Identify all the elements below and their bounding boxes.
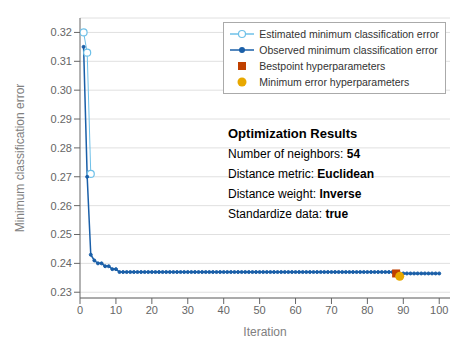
svg-text:50: 50 (253, 304, 265, 316)
svg-text:70: 70 (325, 304, 337, 316)
svg-text:10: 10 (110, 304, 122, 316)
svg-text:0.27: 0.27 (51, 171, 72, 183)
svg-text:0.28: 0.28 (51, 142, 72, 154)
svg-text:0.25: 0.25 (51, 228, 72, 240)
svg-text:0.24: 0.24 (51, 257, 72, 269)
svg-text:30: 30 (182, 304, 194, 316)
svg-text:0: 0 (77, 304, 83, 316)
svg-text:0.29: 0.29 (51, 113, 72, 125)
svg-text:60: 60 (289, 304, 301, 316)
svg-text:0.26: 0.26 (51, 200, 72, 212)
svg-text:0.31: 0.31 (51, 55, 72, 67)
svg-text:20: 20 (146, 304, 158, 316)
html-text:Number of neighbors: 54: Number of neighbors: 54 (228, 147, 361, 162)
svg-text:0.30: 0.30 (51, 84, 72, 96)
svg-text:80: 80 (361, 304, 373, 316)
svg-text:90: 90 (397, 304, 409, 316)
html-text:Minimum error hyperparameters: Minimum error hyperparameters (259, 76, 410, 88)
html-text:Distance weight: Inverse: Distance weight: Inverse (228, 187, 362, 202)
html-text:Optimization Results: Optimization Results (228, 126, 358, 142)
html-text:Estimated minimum classificati: Estimated minimum classification error (259, 28, 439, 40)
html-text:Distance metric: Euclidean: Distance metric: Euclidean (228, 167, 374, 182)
svg-text:Minimum classification error: Minimum classification error (13, 84, 27, 233)
svg-text:100: 100 (430, 304, 448, 316)
svg-text:0.23: 0.23 (51, 286, 72, 298)
svg-text:40: 40 (218, 304, 230, 316)
svg-text:Iteration: Iteration (243, 325, 286, 339)
html-text:Standardize data: true: Standardize data: true (228, 207, 349, 222)
svg-text:0.32: 0.32 (51, 26, 72, 38)
html-text:Observed minimum classificatio: Observed minimum classification error (259, 44, 438, 56)
html-text:Bestpoint hyperparameters: Bestpoint hyperparameters (259, 60, 386, 72)
